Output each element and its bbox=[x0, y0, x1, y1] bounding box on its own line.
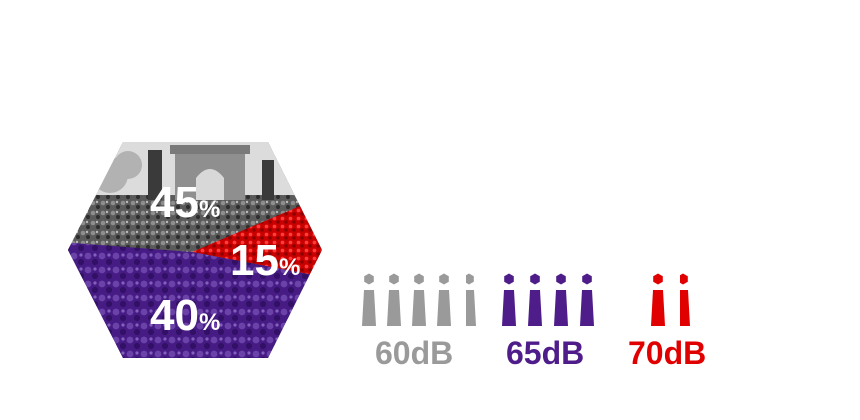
person-icon bbox=[651, 273, 665, 326]
person-icon bbox=[362, 273, 376, 326]
level-60db-group bbox=[362, 270, 476, 330]
person-icon bbox=[554, 273, 568, 326]
stage-towers bbox=[148, 150, 274, 210]
svg-text:40%: 40% bbox=[150, 291, 220, 340]
pct-15-unit: % bbox=[279, 254, 300, 281]
pct-45-value: 45 bbox=[150, 178, 199, 227]
segment-purple-tint bbox=[68, 242, 322, 358]
svg-text:45%: 45% bbox=[150, 178, 220, 227]
pct-label-40: 40% bbox=[150, 291, 220, 340]
level-60db-label: 60dB bbox=[375, 335, 453, 371]
person-icon bbox=[502, 273, 516, 326]
pct-label-45: 45% bbox=[150, 178, 220, 227]
pct-45-unit: % bbox=[199, 196, 220, 223]
person-icon bbox=[412, 273, 426, 326]
segment-purple bbox=[68, 242, 322, 358]
person-icon bbox=[674, 270, 690, 330]
level-65db-group bbox=[502, 273, 594, 326]
level-65db-label: 65dB bbox=[506, 335, 584, 371]
person-icon bbox=[580, 273, 594, 326]
pct-40-unit: % bbox=[199, 309, 220, 336]
person-icon bbox=[437, 273, 451, 326]
person-icon bbox=[387, 273, 401, 326]
pct-label-15: 15% bbox=[230, 236, 300, 285]
level-70db-label: 70dB bbox=[628, 335, 706, 371]
pct-40-value: 40 bbox=[150, 291, 199, 340]
svg-text:15%: 15% bbox=[230, 236, 300, 285]
person-icon bbox=[460, 270, 476, 330]
person-icon bbox=[528, 273, 542, 326]
arch-monument bbox=[170, 145, 250, 205]
segment-red bbox=[192, 206, 322, 280]
pct-15-value: 15 bbox=[230, 236, 279, 285]
level-70db-group bbox=[651, 270, 690, 330]
